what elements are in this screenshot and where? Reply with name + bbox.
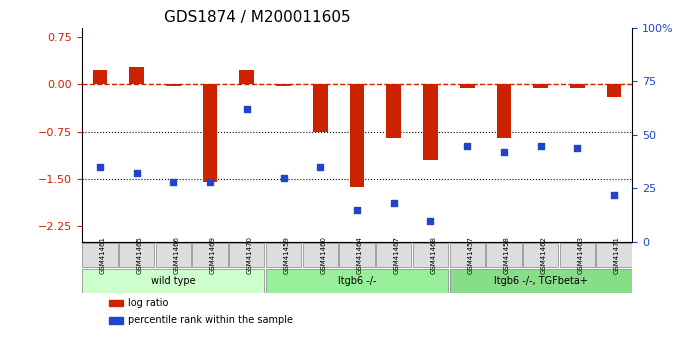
Bar: [460, 84, 475, 88]
Point: [425, 218, 436, 223]
Point: [278, 175, 289, 180]
Text: GSM41468: GSM41468: [430, 236, 437, 274]
Point: [388, 201, 399, 206]
Bar: [570, 84, 585, 88]
FancyBboxPatch shape: [486, 243, 522, 267]
FancyBboxPatch shape: [449, 243, 485, 267]
Text: GSM41457: GSM41457: [467, 236, 473, 274]
Point: [95, 164, 105, 170]
Text: ltgb6 -/-: ltgb6 -/-: [338, 276, 376, 286]
FancyBboxPatch shape: [560, 243, 595, 267]
FancyBboxPatch shape: [266, 243, 301, 267]
Bar: [129, 67, 144, 84]
Bar: [386, 84, 401, 138]
FancyBboxPatch shape: [82, 243, 118, 267]
FancyBboxPatch shape: [523, 243, 558, 267]
Text: wild type: wild type: [151, 276, 196, 286]
Point: [168, 179, 179, 185]
Text: GSM41458: GSM41458: [504, 236, 510, 274]
Point: [462, 143, 473, 148]
Text: percentile rank within the sample: percentile rank within the sample: [129, 315, 293, 325]
Text: GSM41463: GSM41463: [577, 236, 583, 274]
Bar: [239, 70, 254, 84]
Bar: [496, 84, 511, 138]
Text: ltgb6 -/-, TGFbeta+: ltgb6 -/-, TGFbeta+: [494, 276, 588, 286]
Point: [609, 192, 619, 198]
Text: GSM41470: GSM41470: [247, 236, 253, 274]
Point: [498, 149, 509, 155]
Bar: [607, 84, 622, 97]
FancyBboxPatch shape: [339, 243, 375, 267]
Bar: [166, 84, 181, 86]
Point: [241, 106, 252, 112]
Text: GSM41465: GSM41465: [137, 236, 143, 274]
Text: GSM41469: GSM41469: [210, 236, 216, 274]
FancyBboxPatch shape: [229, 243, 265, 267]
Bar: [350, 84, 364, 187]
Point: [315, 164, 326, 170]
Point: [352, 207, 362, 213]
FancyBboxPatch shape: [156, 243, 191, 267]
FancyBboxPatch shape: [449, 269, 632, 294]
FancyBboxPatch shape: [266, 269, 448, 294]
Bar: [203, 84, 218, 182]
Point: [205, 179, 216, 185]
Bar: [109, 317, 123, 324]
FancyBboxPatch shape: [413, 243, 448, 267]
Point: [131, 171, 142, 176]
Text: GSM41460: GSM41460: [320, 236, 326, 274]
Text: GSM41462: GSM41462: [541, 236, 547, 274]
FancyBboxPatch shape: [82, 269, 265, 294]
Text: GSM41467: GSM41467: [394, 236, 400, 274]
FancyBboxPatch shape: [596, 243, 632, 267]
Bar: [423, 84, 438, 160]
Text: GSM41461: GSM41461: [100, 236, 106, 274]
Point: [572, 145, 583, 150]
FancyBboxPatch shape: [303, 243, 338, 267]
Text: GSM41471: GSM41471: [614, 236, 620, 274]
FancyBboxPatch shape: [376, 243, 411, 267]
Text: GSM41459: GSM41459: [284, 236, 290, 274]
Bar: [92, 70, 107, 84]
Text: GSM41466: GSM41466: [173, 236, 180, 274]
Bar: [109, 299, 123, 306]
Point: [535, 143, 546, 148]
FancyBboxPatch shape: [192, 243, 228, 267]
Bar: [276, 84, 291, 86]
Text: log ratio: log ratio: [129, 298, 169, 308]
Text: GSM41464: GSM41464: [357, 236, 363, 274]
Bar: [533, 84, 548, 88]
Text: GDS1874 / M200011605: GDS1874 / M200011605: [164, 10, 351, 25]
FancyBboxPatch shape: [119, 243, 154, 267]
Bar: [313, 84, 328, 132]
